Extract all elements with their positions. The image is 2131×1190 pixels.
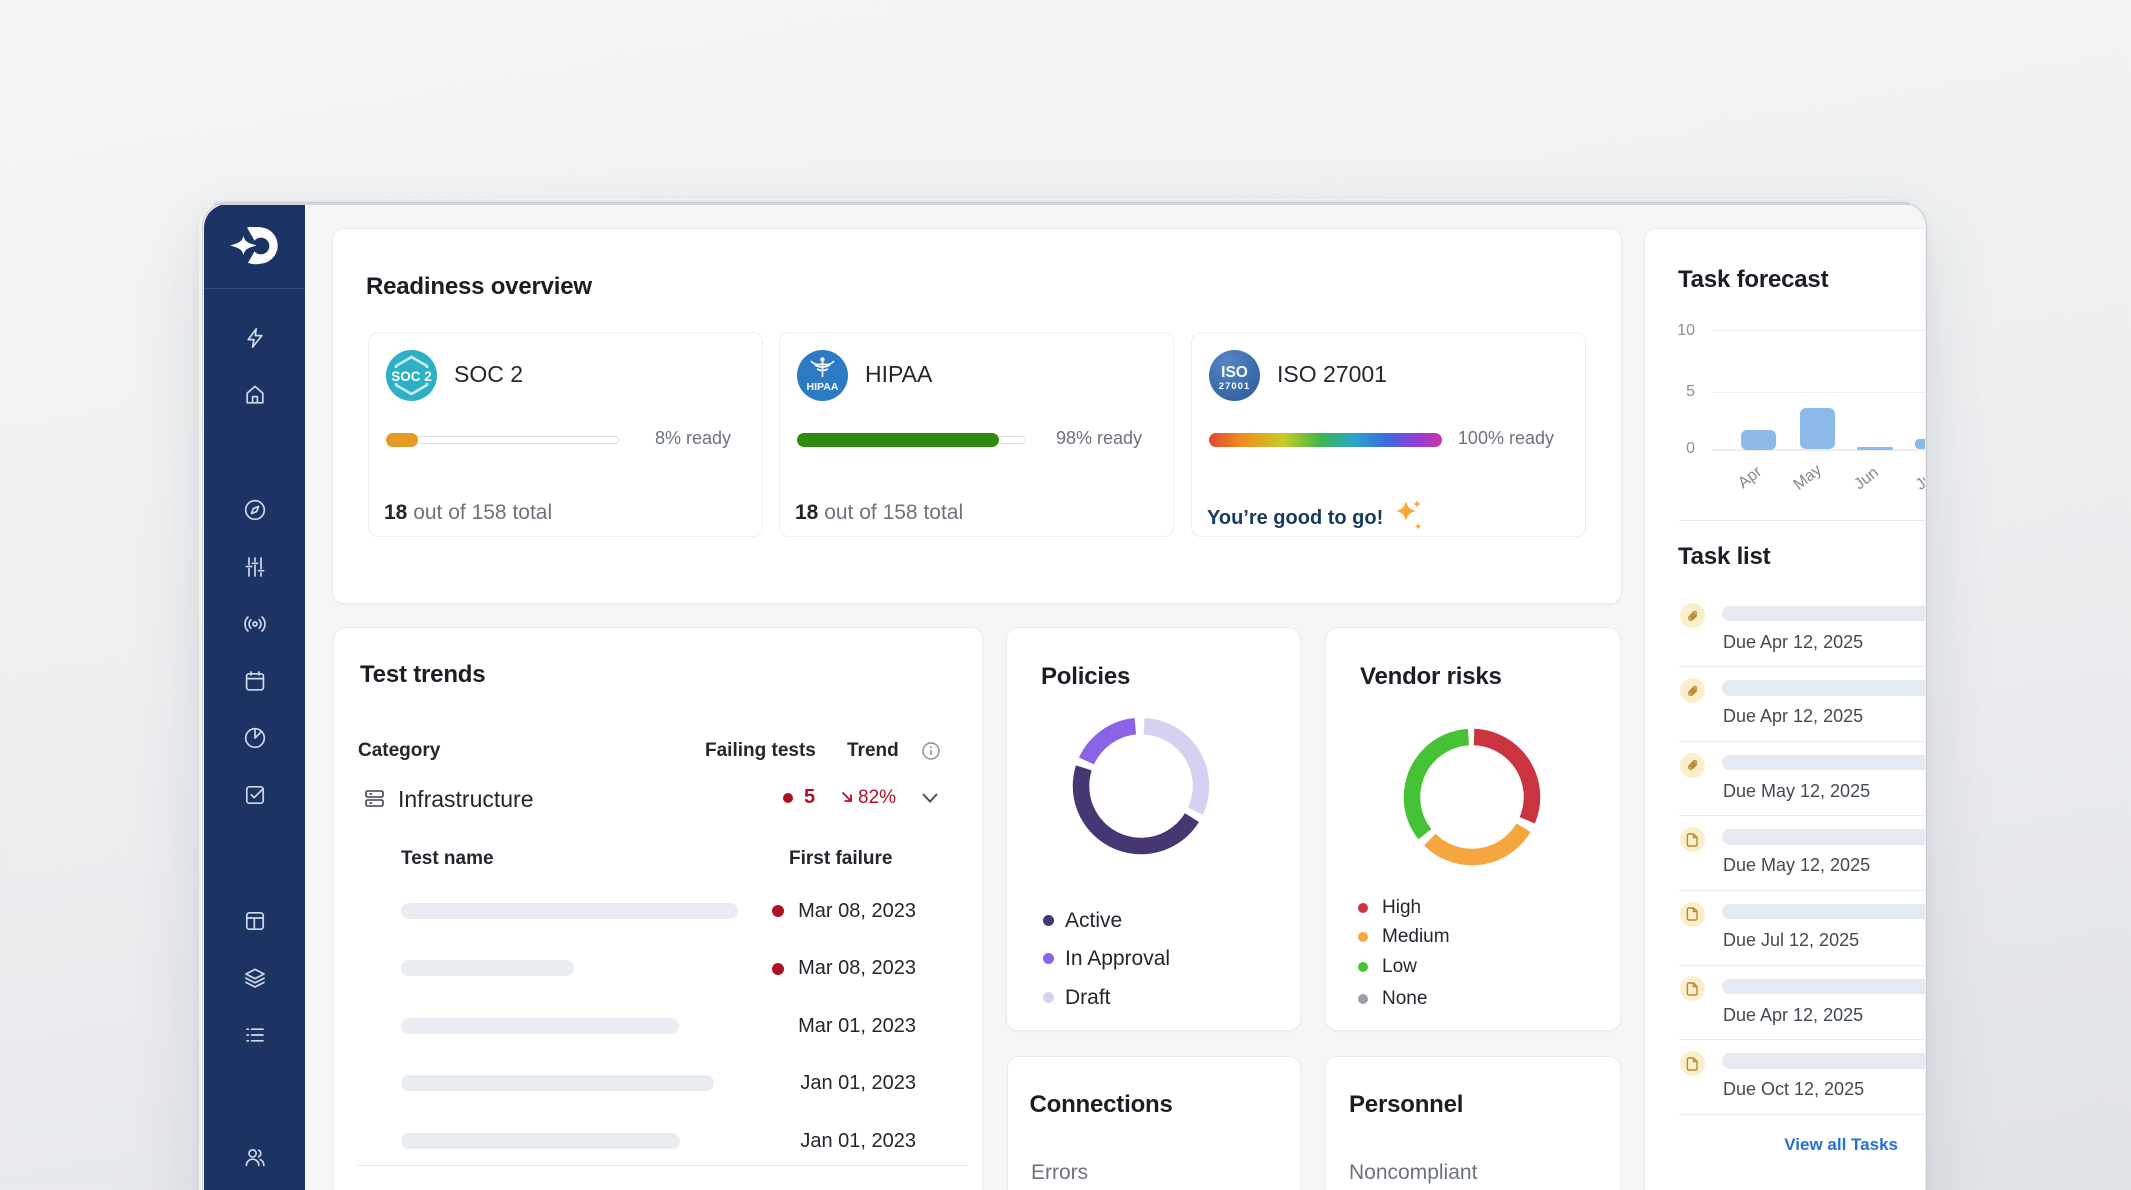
svg-text:ISO: ISO bbox=[1221, 364, 1248, 381]
svg-text:27001: 27001 bbox=[1219, 381, 1250, 392]
svg-text:SOC 2: SOC 2 bbox=[391, 369, 432, 384]
svg-text:HIPAA: HIPAA bbox=[807, 381, 839, 393]
